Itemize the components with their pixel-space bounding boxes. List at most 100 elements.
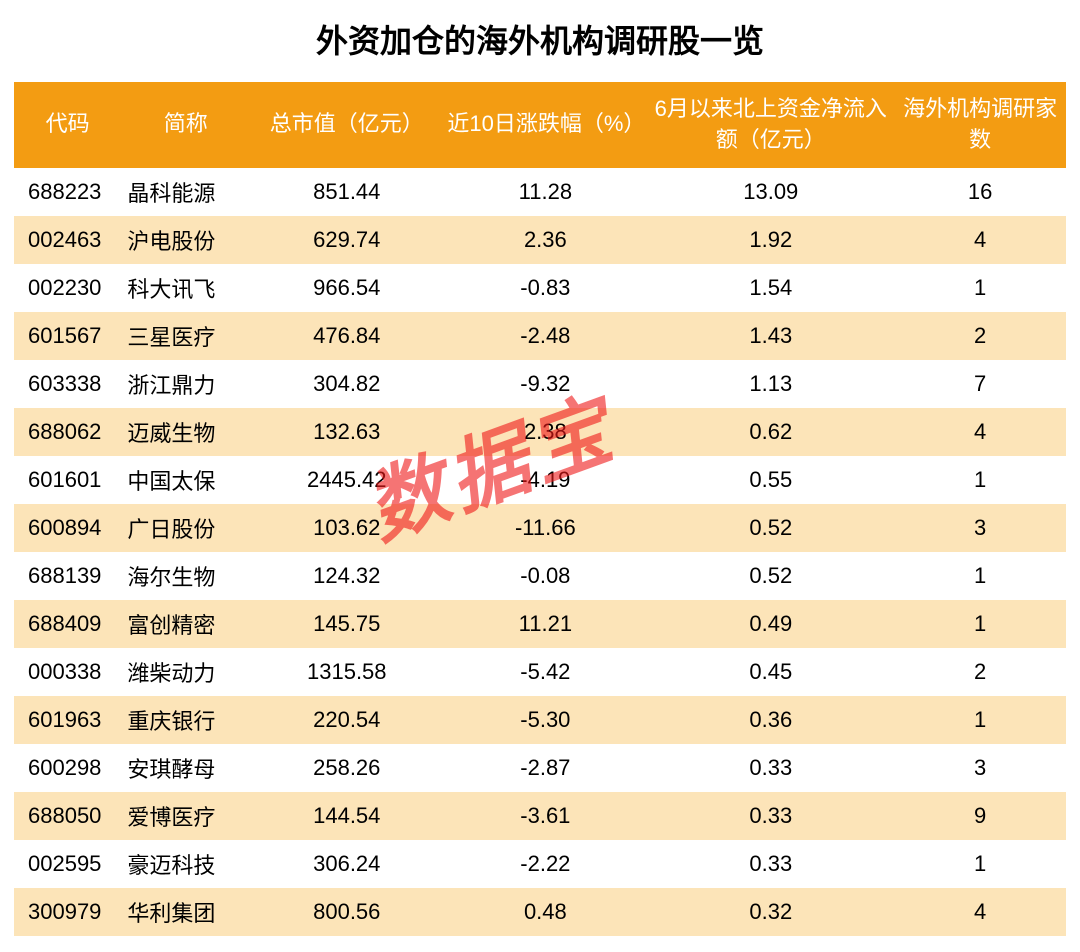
table-row: 603338浙江鼎力304.82-9.321.137 xyxy=(14,360,1066,408)
cell-mcap: 304.82 xyxy=(250,360,443,408)
cell-code: 688050 xyxy=(14,792,121,840)
cell-inflow: 0.33 xyxy=(647,840,894,888)
cell-inflow: 0.49 xyxy=(647,600,894,648)
cell-inst: 1 xyxy=(894,456,1066,504)
cell-code: 688223 xyxy=(14,168,121,216)
cell-name: 豪迈科技 xyxy=(121,840,250,888)
cell-name: 中国太保 xyxy=(121,456,250,504)
cell-chg: -2.87 xyxy=(443,744,647,792)
cell-name: 三星医疗 xyxy=(121,312,250,360)
cell-chg: 11.28 xyxy=(443,168,647,216)
cell-name: 科大讯飞 xyxy=(121,264,250,312)
cell-inst: 1 xyxy=(894,600,1066,648)
table-row: 688409富创精密145.7511.210.491 xyxy=(14,600,1066,648)
cell-chg: -3.61 xyxy=(443,792,647,840)
cell-name: 广日股份 xyxy=(121,504,250,552)
cell-code: 300979 xyxy=(14,888,121,936)
cell-code: 600298 xyxy=(14,744,121,792)
table-row: 002230科大讯飞966.54-0.831.541 xyxy=(14,264,1066,312)
cell-mcap: 132.63 xyxy=(250,408,443,456)
cell-inflow: 0.33 xyxy=(647,744,894,792)
cell-mcap: 103.62 xyxy=(250,504,443,552)
cell-inst: 4 xyxy=(894,888,1066,936)
cell-code: 688409 xyxy=(14,600,121,648)
cell-mcap: 145.75 xyxy=(250,600,443,648)
cell-inflow: 0.36 xyxy=(647,696,894,744)
cell-inflow: 13.09 xyxy=(647,168,894,216)
header-name: 简称 xyxy=(121,82,250,168)
cell-inst: 1 xyxy=(894,696,1066,744)
cell-code: 688139 xyxy=(14,552,121,600)
cell-inflow: 0.62 xyxy=(647,408,894,456)
cell-inflow: 0.55 xyxy=(647,456,894,504)
cell-code: 000338 xyxy=(14,648,121,696)
cell-inst: 9 xyxy=(894,792,1066,840)
cell-name: 海尔生物 xyxy=(121,552,250,600)
table-row: 688139海尔生物124.32-0.080.521 xyxy=(14,552,1066,600)
cell-mcap: 144.54 xyxy=(250,792,443,840)
cell-chg: -5.30 xyxy=(443,696,647,744)
cell-inflow: 1.92 xyxy=(647,216,894,264)
cell-mcap: 476.84 xyxy=(250,312,443,360)
cell-inflow: 0.32 xyxy=(647,888,894,936)
cell-code: 601567 xyxy=(14,312,121,360)
table-row: 002595豪迈科技306.24-2.220.331 xyxy=(14,840,1066,888)
cell-inflow: 0.33 xyxy=(647,792,894,840)
cell-chg: -5.42 xyxy=(443,648,647,696)
cell-mcap: 258.26 xyxy=(250,744,443,792)
cell-inst: 16 xyxy=(894,168,1066,216)
cell-name: 迈威生物 xyxy=(121,408,250,456)
cell-inst: 4 xyxy=(894,216,1066,264)
cell-inst: 2 xyxy=(894,648,1066,696)
table-row: 300979华利集团800.560.480.324 xyxy=(14,888,1066,936)
cell-code: 601963 xyxy=(14,696,121,744)
cell-inflow: 0.45 xyxy=(647,648,894,696)
header-inst: 海外机构调研家数 xyxy=(894,82,1066,168)
table-row: 002463沪电股份629.742.361.924 xyxy=(14,216,1066,264)
table-body: 688223晶科能源851.4411.2813.0916002463沪电股份62… xyxy=(14,168,1066,936)
header-chg: 近10日涨跌幅（%） xyxy=(443,82,647,168)
cell-mcap: 966.54 xyxy=(250,264,443,312)
cell-mcap: 124.32 xyxy=(250,552,443,600)
cell-inst: 1 xyxy=(894,264,1066,312)
cell-inst: 2 xyxy=(894,312,1066,360)
cell-code: 002595 xyxy=(14,840,121,888)
table-header-row: 代码 简称 总市值（亿元） 近10日涨跌幅（%） 6月以来北上资金净流入额（亿元… xyxy=(14,82,1066,168)
cell-inst: 3 xyxy=(894,504,1066,552)
cell-chg: 2.38 xyxy=(443,408,647,456)
table-row: 688223晶科能源851.4411.2813.0916 xyxy=(14,168,1066,216)
cell-inst: 1 xyxy=(894,840,1066,888)
cell-name: 潍柴动力 xyxy=(121,648,250,696)
cell-name: 重庆银行 xyxy=(121,696,250,744)
cell-chg: -4.19 xyxy=(443,456,647,504)
cell-chg: -0.08 xyxy=(443,552,647,600)
cell-inst: 3 xyxy=(894,744,1066,792)
table-container: 外资加仓的海外机构调研股一览 代码 简称 总市值（亿元） 近10日涨跌幅（%） … xyxy=(0,0,1080,952)
cell-name: 富创精密 xyxy=(121,600,250,648)
cell-inflow: 1.13 xyxy=(647,360,894,408)
cell-chg: 11.21 xyxy=(443,600,647,648)
cell-mcap: 2445.42 xyxy=(250,456,443,504)
cell-code: 002230 xyxy=(14,264,121,312)
header-code: 代码 xyxy=(14,82,121,168)
cell-mcap: 629.74 xyxy=(250,216,443,264)
cell-inflow: 0.52 xyxy=(647,552,894,600)
table-row: 601601中国太保2445.42-4.190.551 xyxy=(14,456,1066,504)
cell-mcap: 800.56 xyxy=(250,888,443,936)
cell-code: 603338 xyxy=(14,360,121,408)
cell-name: 浙江鼎力 xyxy=(121,360,250,408)
cell-code: 601601 xyxy=(14,456,121,504)
table-row: 000338潍柴动力1315.58-5.420.452 xyxy=(14,648,1066,696)
cell-chg: -2.48 xyxy=(443,312,647,360)
cell-inst: 1 xyxy=(894,552,1066,600)
table-row: 688062迈威生物132.632.380.624 xyxy=(14,408,1066,456)
cell-inflow: 0.52 xyxy=(647,504,894,552)
cell-chg: -11.66 xyxy=(443,504,647,552)
cell-name: 华利集团 xyxy=(121,888,250,936)
cell-code: 688062 xyxy=(14,408,121,456)
cell-inflow: 1.54 xyxy=(647,264,894,312)
cell-code: 600894 xyxy=(14,504,121,552)
cell-chg: -9.32 xyxy=(443,360,647,408)
table-row: 600894广日股份103.62-11.660.523 xyxy=(14,504,1066,552)
table-row: 600298安琪酵母258.26-2.870.333 xyxy=(14,744,1066,792)
